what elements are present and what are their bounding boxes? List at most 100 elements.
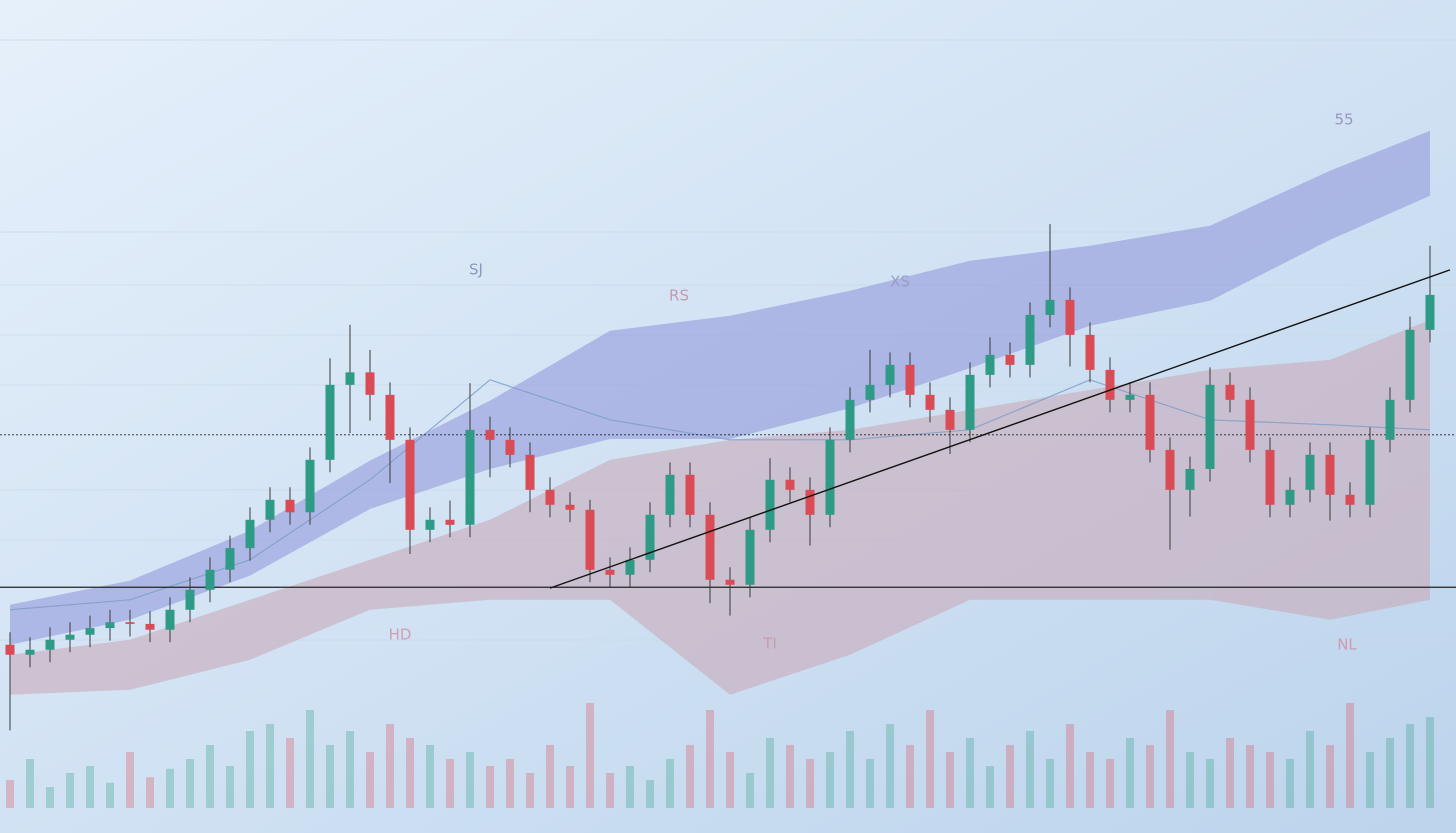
candle-body — [785, 479, 795, 490]
candle-body — [105, 622, 115, 629]
volume-bar — [906, 745, 914, 808]
annotation: HD — [389, 626, 412, 644]
candle-body — [625, 559, 635, 575]
candle-body — [1325, 454, 1335, 495]
volume-bar — [206, 745, 214, 808]
volume-bar — [986, 766, 994, 808]
band — [10, 130, 1430, 645]
candle-body — [205, 569, 215, 590]
candle-body — [1125, 394, 1135, 400]
volume-bar — [786, 745, 794, 808]
volume-bar — [1066, 724, 1074, 808]
volume-bar — [506, 759, 514, 808]
candle-body — [145, 623, 155, 630]
candle-body — [645, 514, 655, 560]
candle-body — [1205, 384, 1215, 469]
volume-bar — [1126, 738, 1134, 808]
volume-bar — [706, 710, 714, 808]
volume-bar — [966, 738, 974, 808]
candle-body — [1305, 454, 1315, 490]
volume-bar — [686, 745, 694, 808]
candle-body — [1145, 394, 1155, 450]
candle-body — [25, 649, 35, 655]
volume-bar — [1206, 759, 1214, 808]
candle-body — [685, 474, 695, 515]
volume-bar — [306, 710, 314, 808]
volume-bar — [186, 759, 194, 808]
candle-body — [185, 589, 195, 610]
candle-body — [525, 454, 535, 490]
candle-body — [605, 569, 615, 575]
volume-bar — [566, 766, 574, 808]
volume-bar — [826, 752, 834, 808]
candle-body — [925, 394, 935, 410]
candle-body — [5, 644, 15, 655]
volume-bar — [766, 738, 774, 808]
candle-body — [1265, 449, 1275, 505]
volume-bar — [166, 768, 174, 808]
candle-body — [1065, 299, 1075, 335]
candle-body — [1005, 354, 1015, 365]
volume-bar — [806, 759, 814, 808]
candle-body — [465, 429, 475, 525]
volume-bar — [1366, 752, 1374, 808]
annotation: RS — [669, 287, 689, 305]
volume-bar — [1306, 731, 1314, 808]
volume-bar — [606, 773, 614, 808]
volume-bar — [126, 752, 134, 808]
candle-body — [245, 519, 255, 549]
candle-body — [665, 474, 675, 515]
candle-body — [1405, 329, 1415, 400]
trendline — [549, 269, 1451, 589]
annotation: XS — [890, 273, 910, 291]
annotation: 55 — [1334, 111, 1353, 129]
volume-bar — [1326, 745, 1334, 808]
candle-body — [505, 439, 515, 455]
candle-body — [1345, 494, 1355, 505]
volume-bar — [486, 766, 494, 808]
volume-bar — [546, 745, 554, 808]
candle-body — [285, 499, 295, 513]
candle-body — [1085, 334, 1095, 370]
volume-bar — [386, 724, 394, 808]
candle-body — [985, 354, 995, 375]
volume-bar — [1226, 738, 1234, 808]
candle-body — [225, 548, 235, 570]
candle-body — [265, 499, 275, 520]
volume-bar — [286, 738, 294, 808]
volume-bar — [1186, 752, 1194, 808]
volume-bar — [866, 759, 874, 808]
candle-body — [825, 439, 835, 515]
volume-bar — [46, 787, 54, 808]
candle-body — [1165, 449, 1175, 490]
volume-bar — [586, 703, 594, 808]
candle-body — [65, 634, 75, 640]
candle-body — [725, 579, 735, 585]
candle-body — [1285, 489, 1295, 505]
volume-bar — [146, 777, 154, 808]
candle-body — [325, 384, 335, 460]
candle-body — [485, 429, 495, 440]
volume-bar — [626, 766, 634, 808]
volume-bar — [266, 724, 274, 808]
volume-bar — [446, 759, 454, 808]
volume-bar — [406, 738, 414, 808]
candle-body — [585, 509, 595, 570]
candle-body — [1365, 439, 1375, 505]
volume-bar — [1006, 745, 1014, 808]
volume-bar — [86, 766, 94, 808]
candle-body — [885, 364, 895, 385]
volume-bar — [666, 759, 674, 808]
candle-body — [1045, 299, 1055, 315]
volume-bar — [346, 731, 354, 808]
volume-bar — [226, 766, 234, 808]
candle-body — [545, 489, 555, 505]
candle-body — [305, 459, 315, 513]
annotation: NL — [1337, 636, 1357, 654]
volume-bar — [366, 752, 374, 808]
volume-bar — [426, 745, 434, 808]
volume-bar — [526, 773, 534, 808]
volume-bar — [746, 773, 754, 808]
candle-body — [165, 609, 175, 630]
